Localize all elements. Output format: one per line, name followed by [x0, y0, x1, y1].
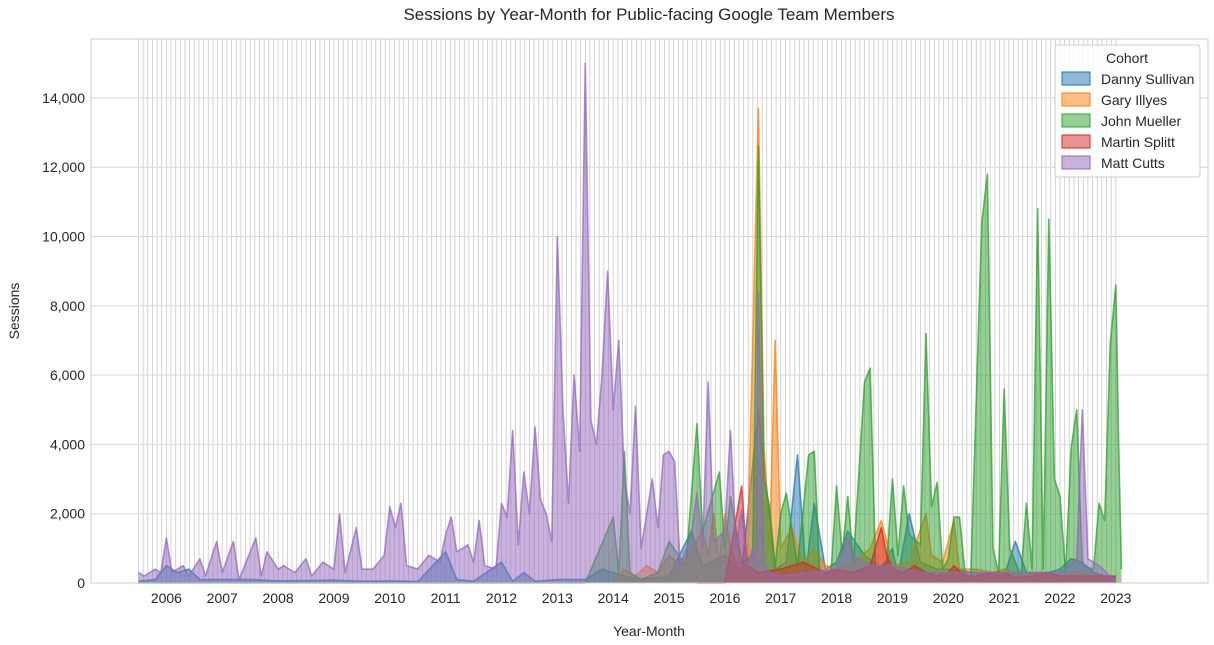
legend: Cohort Danny Sullivan Gary Illyes John Mue… [1054, 44, 1201, 178]
y-tick-label: 10,000 [42, 229, 85, 245]
x-tick-label: 2017 [765, 590, 796, 606]
y-tick-label: 8,000 [50, 298, 85, 314]
x-axis-title: Year-Month [613, 623, 685, 639]
y-axis-title: Sessions [6, 283, 22, 340]
plot-area [90, 38, 1209, 584]
x-tick-label: 2016 [709, 590, 740, 606]
x-tick-label: 2018 [821, 590, 852, 606]
legend-label-matt-cutts: Matt Cutts [1101, 155, 1165, 171]
y-tick-label: 0 [77, 575, 85, 591]
x-tick-label: 2019 [877, 590, 908, 606]
legend-frame [1054, 44, 1201, 178]
legend-label-john-mueller: John Mueller [1101, 113, 1181, 129]
legend-label-martin-splitt: Martin Splitt [1101, 134, 1175, 150]
x-tick-label: 2011 [431, 590, 461, 606]
plot-frame [90, 38, 1209, 584]
y-tick-label: 2,000 [50, 506, 85, 522]
x-tick-label: 2021 [989, 590, 1020, 606]
legend-label-danny-sullivan: Danny Sullivan [1101, 71, 1194, 87]
x-tick-label: 2009 [318, 590, 349, 606]
legend-swatch-martin-splitt [1061, 134, 1091, 149]
x-tick-label: 2022 [1044, 590, 1075, 606]
line-john-mueller [138, 145, 1123, 584]
x-tick-label: 2020 [933, 590, 964, 606]
x-tick-label: 2010 [374, 590, 405, 606]
x-tick-label: 2014 [598, 590, 629, 606]
x-axis: 2006 2007 2008 2009 2010 2011 2012 2013 2014 2015… [151, 590, 1132, 606]
x-tick-label: 2015 [653, 590, 684, 606]
line-matt-cutts [138, 62, 1117, 581]
y-tick-label: 14,000 [42, 90, 85, 106]
legend-swatch-matt-cutts [1061, 155, 1091, 170]
x-tick-label: 2023 [1100, 590, 1131, 606]
series-areas [138, 62, 1123, 584]
legend-swatch-john-mueller [1061, 113, 1091, 128]
y-axis: 0 2,000 4,000 6,000 8,000 10,000 12,000 14,000 [42, 90, 85, 591]
x-tick-label: 2007 [207, 590, 238, 606]
y-tick-label: 6,000 [50, 367, 85, 383]
legend-swatch-gary-illyes [1061, 92, 1091, 107]
legend-items: Danny Sullivan Gary Illyes John Mueller Mar… [1061, 71, 1194, 171]
y-tick-label: 4,000 [50, 436, 85, 452]
x-tick-label: 2006 [151, 590, 182, 606]
legend-label-gary-illyes: Gary Illyes [1101, 92, 1167, 108]
area-danny-sullivan [138, 409, 1116, 583]
x-tick-label: 2012 [486, 590, 517, 606]
x-tick-label: 2013 [542, 590, 573, 606]
chart-title: Sessions by Year-Month for Public-facing… [403, 5, 894, 24]
legend-swatch-danny-sullivan [1061, 71, 1091, 86]
y-tick-label: 12,000 [42, 159, 85, 175]
x-tick-label: 2008 [263, 590, 294, 606]
legend-title: Cohort [1106, 50, 1148, 66]
